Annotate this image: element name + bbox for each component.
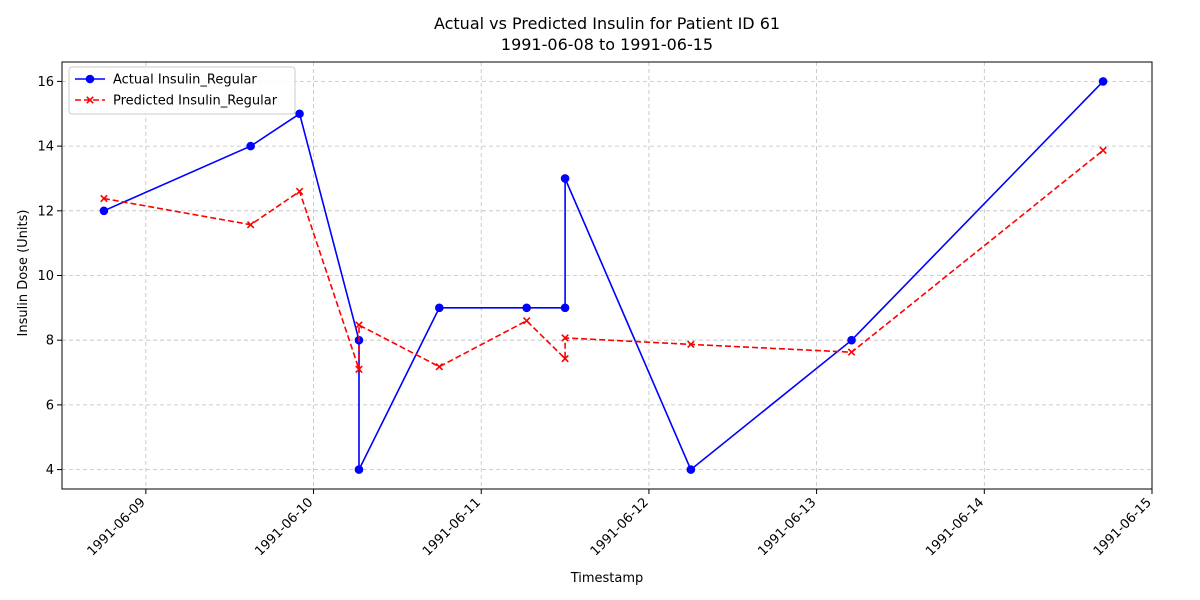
actual-series-point <box>246 141 255 151</box>
legend-box <box>68 66 296 115</box>
predicted-series-line <box>103 149 1104 370</box>
predicted-series-point <box>687 340 695 349</box>
grid <box>62 62 1153 489</box>
legend-actual-point <box>85 74 95 84</box>
predicted-series-point <box>295 187 304 196</box>
predicted-series <box>100 146 1107 374</box>
predicted-series-point <box>1099 146 1107 155</box>
predicted-series-point <box>561 354 569 363</box>
predicted-series-point <box>522 317 531 325</box>
y-tick-label: 6 <box>46 398 54 413</box>
y-tick-label: 4 <box>46 463 54 478</box>
y-tick-label: 10 <box>37 269 54 284</box>
actual-series-point <box>686 465 696 474</box>
chart-subtitle: 1991-06-08 to 1991-06-15 <box>501 35 713 54</box>
actual-series-point <box>295 109 304 119</box>
y-tick-label: 12 <box>37 204 54 219</box>
y-tick-label: 8 <box>46 334 54 349</box>
actual-series-point <box>847 335 856 345</box>
actual-series-point <box>435 303 444 313</box>
predicted-series-point <box>561 334 569 342</box>
actual-series-point <box>560 303 570 313</box>
y-axis-label: Insulin Dose (Units) <box>16 210 31 337</box>
actual-series-point <box>560 174 570 183</box>
predicted-series-point <box>435 362 444 371</box>
actual-series <box>99 77 1108 474</box>
chart-title: Actual vs Predicted Insulin for Patient … <box>434 14 780 33</box>
predicted-series-point <box>246 220 255 229</box>
actual-series-point <box>1098 77 1108 86</box>
actual-series-point <box>522 303 531 313</box>
actual-series-point <box>99 206 109 216</box>
actual-series-point <box>354 465 364 474</box>
legend-predicted-label: Predicted Insulin_Regular <box>113 94 278 109</box>
predicted-series-point <box>355 321 363 329</box>
legend: Actual Insulin_Regular Predicted Insulin_… <box>68 66 296 115</box>
predicted-series-point <box>355 365 363 374</box>
predicted-series-point <box>847 348 856 356</box>
actual-series-line <box>103 80 1104 471</box>
y-tick-label: 16 <box>37 75 54 90</box>
y-tick-label: 14 <box>37 140 54 155</box>
predicted-series-point <box>100 194 108 203</box>
legend-actual-label: Actual Insulin_Regular <box>113 73 257 88</box>
series-layer <box>99 77 1108 474</box>
x-axis-label: Timestamp <box>570 571 644 586</box>
legend-predicted-point <box>86 96 94 104</box>
